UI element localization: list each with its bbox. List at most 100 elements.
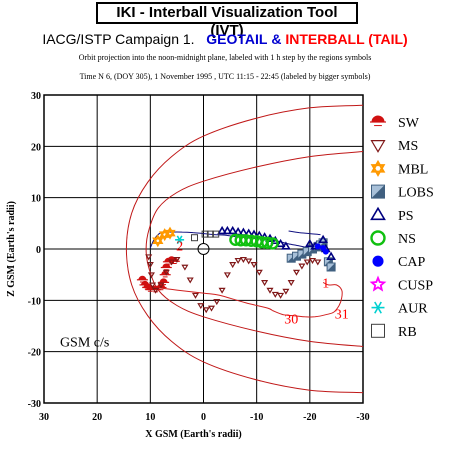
- ps-point: [275, 238, 286, 248]
- ms-point: [282, 288, 290, 295]
- dot-shape: [372, 255, 384, 267]
- legend-mbl-icon: [370, 159, 386, 177]
- orbit-hour-label: 31: [335, 307, 349, 322]
- rb-point: [212, 230, 220, 238]
- y-tick-label: 0: [36, 245, 41, 256]
- ms-point: [250, 262, 258, 269]
- legend-cap-label: CAP: [398, 255, 425, 270]
- mbl-point: [164, 226, 176, 240]
- circle-shape: [266, 237, 279, 250]
- x-axis-title: X GSM (Earth's radii): [145, 429, 241, 440]
- ps-point: [304, 238, 315, 248]
- legend-lobs-icon: [371, 184, 385, 199]
- ms-point: [271, 291, 279, 298]
- amp-label: &: [271, 31, 282, 47]
- ms-point: [229, 262, 237, 269]
- tri-down-shape: [213, 299, 221, 306]
- star-open-shape: [369, 275, 387, 292]
- ms-point: [186, 277, 194, 284]
- legend-ps-label: PS: [398, 209, 414, 224]
- interball-trajectory: [149, 231, 321, 251]
- legend-sw-icon: [370, 115, 386, 127]
- legend-rb-label: RB: [398, 325, 417, 340]
- dot-shape: [322, 248, 329, 255]
- ms-point: [218, 287, 226, 294]
- campaign-prefix: IACG/ISTP Campaign 1.: [42, 31, 195, 47]
- ms-point: [234, 257, 242, 264]
- tri-down-shape: [255, 269, 263, 276]
- tri-up-shape: [370, 206, 386, 221]
- dot-shape: [314, 243, 321, 250]
- asterisk-stroke: [374, 301, 382, 314]
- tri-down-shape: [218, 287, 226, 294]
- sw-shape: [162, 263, 171, 268]
- tri-up-shape: [217, 225, 227, 235]
- square-half-fill: [371, 185, 385, 199]
- ms-point: [145, 254, 153, 261]
- interball-label: INTERBALL (TAIL): [285, 31, 408, 47]
- projection-note: Orbit projection into the noon-midnight …: [78, 53, 372, 62]
- trajectories-group: [149, 230, 343, 318]
- rb-point: [191, 234, 198, 242]
- tri-down-shape: [186, 277, 194, 284]
- y-axis-title: Z GSM (Earth's radii): [6, 201, 17, 297]
- tri-down-shape: [234, 257, 242, 264]
- sw-shape: [371, 115, 385, 122]
- sw-point: [136, 275, 148, 283]
- tri-down-shape: [292, 269, 301, 276]
- y-tick-label: -10: [28, 296, 41, 307]
- ps-point: [217, 225, 227, 235]
- mbl-point: [152, 234, 164, 248]
- x-tick-label: 30: [39, 412, 49, 423]
- tri-down-shape: [287, 280, 295, 287]
- legend-cusp-icon: [369, 275, 387, 292]
- tri-down-shape: [146, 262, 154, 269]
- ns-point: [261, 236, 274, 250]
- geotail-label: GEOTAIL: [206, 31, 268, 47]
- bow-shock-curve: [125, 104, 363, 394]
- ms-point: [255, 269, 263, 276]
- ms-point: [223, 272, 231, 279]
- legend-ns-icon: [370, 230, 386, 246]
- x-tick-label: -10: [250, 412, 263, 423]
- geotail-trajectory: [272, 281, 343, 318]
- tri-up-shape: [227, 225, 238, 235]
- tri-up-shape: [275, 238, 286, 248]
- ms-point: [148, 282, 157, 289]
- ms-point: [308, 257, 317, 264]
- tri-down-shape: [157, 282, 165, 289]
- legend-ms-label: MS: [398, 139, 418, 154]
- tri-down-shape: [191, 292, 200, 299]
- tri-down-shape: [298, 263, 306, 270]
- ms-point: [202, 307, 210, 314]
- square-open-shape: [191, 234, 198, 242]
- tri-down-shape: [168, 259, 176, 266]
- geotail-trajectory: [155, 287, 273, 312]
- legend-sw-label: SW: [398, 116, 420, 131]
- square-open-shape: [212, 230, 220, 238]
- tri-up-shape: [222, 225, 233, 235]
- ms-point: [207, 305, 216, 312]
- ms-point: [152, 287, 160, 294]
- square-open-shape: [371, 323, 385, 338]
- plot-frame: [43, 94, 364, 404]
- ps-point: [222, 225, 233, 235]
- legend-mbl-label: MBL: [398, 162, 428, 177]
- x-tick-label: 0: [201, 412, 206, 423]
- interball-trajectory: [288, 230, 321, 236]
- legend-ps-icon: [370, 206, 386, 221]
- ps-point: [326, 251, 336, 260]
- rb-point: [201, 230, 209, 238]
- legend-lobs-label: LOBS: [398, 186, 434, 201]
- y-tick-label: 10: [31, 194, 41, 205]
- tri-down-shape: [173, 256, 181, 263]
- tri-down-shape: [162, 269, 170, 276]
- tri-down-shape: [229, 262, 237, 269]
- tri-down-shape: [145, 254, 153, 261]
- tri-down-shape: [282, 288, 290, 295]
- tri-down-shape: [148, 282, 157, 289]
- tri-down-shape: [271, 291, 279, 298]
- x-tick-label: 20: [92, 412, 102, 423]
- y-tick-label: -30: [28, 399, 41, 410]
- star-shape: [370, 164, 386, 177]
